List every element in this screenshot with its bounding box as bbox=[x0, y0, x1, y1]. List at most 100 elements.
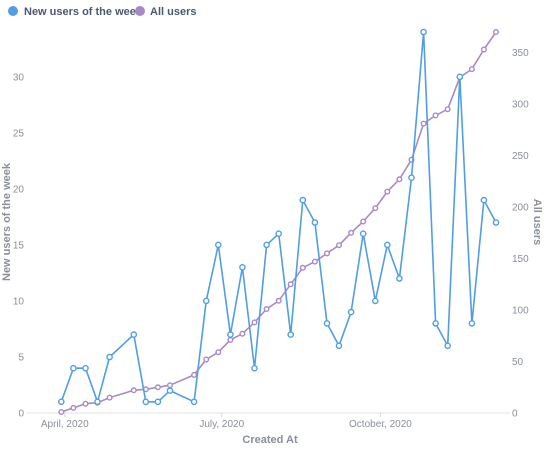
y-right-tick-label: 350 bbox=[512, 48, 529, 59]
y-right-tick-label: 250 bbox=[512, 151, 529, 162]
data-point[interactable] bbox=[360, 218, 367, 225]
data-point[interactable] bbox=[347, 308, 355, 316]
data-point[interactable] bbox=[336, 242, 343, 249]
y-left-tick-label: 20 bbox=[13, 184, 25, 195]
data-point[interactable] bbox=[154, 384, 161, 391]
data-point[interactable] bbox=[383, 241, 391, 249]
data-point[interactable] bbox=[142, 398, 150, 406]
data-point[interactable] bbox=[420, 28, 427, 36]
series-all-users bbox=[58, 29, 500, 416]
x-tick-label: October, 2020 bbox=[349, 419, 412, 430]
data-point[interactable] bbox=[191, 371, 198, 378]
y-right-tick-label: 50 bbox=[512, 357, 524, 368]
data-point[interactable] bbox=[372, 205, 379, 212]
data-point[interactable] bbox=[82, 364, 89, 372]
y-right-tick-label: 200 bbox=[512, 203, 529, 214]
data-point[interactable] bbox=[58, 409, 65, 416]
y-left-tick-label: 5 bbox=[18, 352, 24, 363]
data-point[interactable] bbox=[348, 229, 355, 236]
data-point[interactable] bbox=[287, 281, 294, 288]
data-point[interactable] bbox=[323, 320, 331, 327]
data-point[interactable] bbox=[70, 364, 77, 372]
data-point[interactable] bbox=[287, 331, 295, 338]
data-point[interactable] bbox=[396, 176, 403, 183]
data-point[interactable] bbox=[263, 241, 270, 249]
data-point[interactable] bbox=[70, 404, 77, 411]
data-point[interactable] bbox=[468, 66, 475, 73]
data-point[interactable] bbox=[202, 297, 210, 305]
data-point[interactable] bbox=[311, 258, 318, 265]
x-tick-label: April, 2020 bbox=[41, 419, 89, 430]
data-point[interactable] bbox=[275, 297, 282, 304]
y-right-tick-label: 150 bbox=[512, 254, 529, 265]
y-right-tick-label: 0 bbox=[512, 409, 518, 420]
legend-label-all-users[interactable]: All users bbox=[150, 6, 196, 18]
data-point[interactable] bbox=[190, 398, 198, 406]
series-layer bbox=[58, 28, 500, 416]
data-point[interactable] bbox=[311, 219, 319, 226]
data-point[interactable] bbox=[408, 174, 415, 181]
data-point[interactable] bbox=[215, 349, 222, 356]
x-axis: April, 2020 July, 2020 October, 2020 bbox=[41, 413, 412, 430]
data-point[interactable] bbox=[359, 230, 367, 237]
y-axis-right-title: All users bbox=[531, 199, 543, 245]
legend: New users of the week All users bbox=[8, 6, 196, 18]
data-point[interactable] bbox=[214, 241, 222, 249]
data-point[interactable] bbox=[166, 382, 173, 389]
data-point[interactable] bbox=[203, 356, 210, 363]
y-left-tick-label: 15 bbox=[13, 240, 25, 251]
data-point[interactable] bbox=[492, 219, 500, 226]
y-left-tick-label: 25 bbox=[13, 128, 25, 139]
data-point[interactable] bbox=[299, 196, 307, 204]
legend-swatch-all-users bbox=[135, 6, 145, 16]
data-point[interactable] bbox=[130, 331, 138, 338]
data-point[interactable] bbox=[335, 342, 343, 350]
data-point[interactable] bbox=[480, 46, 487, 53]
data-point[interactable] bbox=[468, 320, 476, 327]
data-point[interactable] bbox=[371, 297, 379, 305]
data-point[interactable] bbox=[251, 364, 258, 372]
data-point[interactable] bbox=[166, 387, 174, 394]
data-point[interactable] bbox=[130, 387, 137, 394]
data-point[interactable] bbox=[444, 342, 452, 350]
data-point[interactable] bbox=[480, 196, 488, 204]
y-right-tick-label: 300 bbox=[512, 100, 529, 111]
series-new-users-of-the-week bbox=[58, 28, 500, 406]
data-point[interactable] bbox=[82, 400, 89, 407]
x-tick-label: July, 2020 bbox=[199, 419, 244, 430]
data-point[interactable] bbox=[456, 73, 464, 81]
data-point[interactable] bbox=[239, 263, 246, 271]
data-point[interactable] bbox=[299, 264, 306, 271]
data-point[interactable] bbox=[227, 336, 234, 343]
data-point[interactable] bbox=[420, 120, 427, 127]
legend-label-new-users[interactable]: New users of the week bbox=[24, 6, 143, 18]
y-right-tick-label: 100 bbox=[512, 306, 529, 317]
y-axis-left: 0 5 10 15 20 25 30 bbox=[13, 72, 25, 419]
data-point[interactable] bbox=[432, 112, 439, 119]
data-point[interactable] bbox=[384, 188, 391, 195]
data-point[interactable] bbox=[106, 394, 113, 401]
data-point[interactable] bbox=[275, 230, 283, 237]
data-point[interactable] bbox=[251, 319, 258, 326]
data-point[interactable] bbox=[396, 275, 403, 282]
data-point[interactable] bbox=[227, 331, 234, 338]
data-point[interactable] bbox=[154, 398, 162, 406]
y-axis-right: 0 50 100 150 200 250 300 350 bbox=[512, 48, 529, 419]
series-line-new-users-of-the-week bbox=[60, 31, 497, 403]
data-point[interactable] bbox=[263, 306, 270, 313]
y-left-tick-label: 0 bbox=[18, 409, 24, 420]
y-left-tick-label: 30 bbox=[13, 72, 25, 83]
x-axis-title: Created At bbox=[242, 434, 298, 446]
legend-swatch-new-users bbox=[8, 6, 18, 16]
data-point[interactable] bbox=[106, 353, 113, 361]
data-point[interactable] bbox=[432, 320, 439, 327]
data-point[interactable] bbox=[239, 330, 246, 337]
data-point[interactable] bbox=[493, 29, 500, 36]
data-point[interactable] bbox=[444, 106, 451, 113]
y-left-tick-label: 10 bbox=[13, 296, 25, 307]
data-point[interactable] bbox=[58, 398, 65, 406]
data-point[interactable] bbox=[94, 398, 101, 406]
y-axis-left-title: New users of the week bbox=[1, 162, 13, 281]
data-point[interactable] bbox=[324, 250, 331, 257]
